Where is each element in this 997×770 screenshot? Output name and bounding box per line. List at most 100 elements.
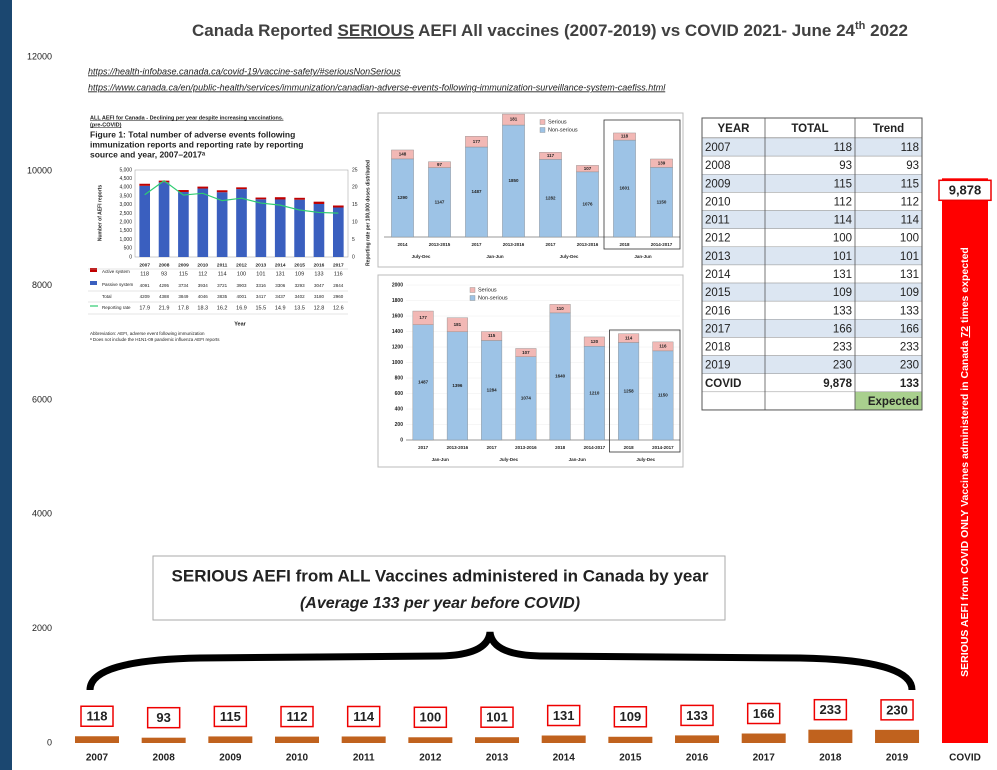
segment-label: 1487: [471, 189, 482, 194]
x-tick-label: 2012: [419, 753, 442, 764]
table-cell: 118: [901, 142, 919, 154]
table-cell: 2007: [705, 142, 731, 154]
y-tick-label: 600: [395, 391, 404, 397]
table-cell: 230: [833, 360, 852, 372]
segment-label: 1282: [545, 195, 556, 200]
group-label: Jan-Jun: [432, 457, 450, 462]
y-tick-label: 12000: [27, 51, 52, 61]
x-tick-label: 2018: [624, 445, 635, 450]
bar: [741, 733, 786, 743]
y-tick-label: 0: [400, 437, 403, 443]
link: https://www.canada.ca/en/public-health/s…: [88, 82, 666, 92]
segment-label: 1640: [555, 374, 566, 379]
table-row-bg: [701, 137, 923, 157]
bar-segment: [576, 165, 599, 173]
legend-key: [90, 281, 97, 285]
table-cell: 3849: [178, 294, 189, 299]
table-cell: 115: [834, 178, 852, 190]
table-cell: COVID: [705, 378, 741, 390]
x-tick-label: 2012: [236, 262, 247, 268]
table-cell: 116: [334, 271, 343, 277]
table-cell: 112: [901, 196, 919, 208]
legend-key: [469, 287, 476, 293]
segment-label: 97: [437, 162, 443, 167]
table-cell: 131: [833, 269, 852, 281]
table-cell: 3734: [178, 283, 189, 288]
table-cell: 4046: [198, 294, 209, 299]
segment-label: 177: [473, 139, 481, 144]
title-part: AEFI All vaccines (2007-2019) vs COVID 2…: [414, 21, 856, 40]
value-label: 93: [156, 710, 170, 725]
table-cell: 166: [833, 323, 852, 335]
segment-label: 148: [399, 152, 407, 157]
x-tick-label: 2017: [753, 753, 776, 764]
highlight-box: [609, 329, 681, 453]
bar-segment: [618, 333, 640, 343]
x-tick-label: 2014-2017: [651, 242, 673, 247]
segment-label: 118: [621, 134, 629, 139]
inset-title: Figure 1: Total number of adverse events…: [90, 129, 295, 139]
label-box: [746, 702, 781, 725]
bar-segment: [236, 189, 247, 257]
bar-segment: [255, 199, 267, 257]
table-row-bg: [701, 282, 923, 302]
table-cell: 3293: [295, 283, 306, 288]
table-cell: 118: [834, 142, 852, 154]
bar-segment: [650, 158, 673, 168]
bar-segment: [216, 192, 228, 257]
segment-label: 1076: [582, 202, 593, 207]
x-tick-label: 2017: [471, 242, 482, 247]
y-tick-label: 0: [47, 737, 52, 747]
row-label: Total: [102, 294, 112, 299]
x-tick-label: 2016: [314, 262, 325, 268]
table-cell: 3180: [314, 294, 325, 299]
bar: [475, 737, 520, 743]
table-row-bg: [701, 319, 923, 338]
footnote: ᵃ Does not include the H1N1-09 pandemic …: [90, 337, 220, 342]
segment-label: 1284: [487, 387, 498, 392]
table-cell: 4388: [159, 294, 170, 299]
row-label: Reporting rate: [102, 305, 131, 310]
table-cell: 16.2: [217, 305, 228, 311]
label-box: [813, 698, 848, 721]
y-axis-label: Number of AEFI reports: [97, 185, 103, 241]
table-cell: 230: [900, 360, 919, 372]
title-part: Canada Reported: [192, 21, 337, 40]
x-tick-label: 2014: [553, 753, 576, 764]
table-header: Trend: [873, 123, 904, 135]
y2-tick-label: 20: [352, 185, 358, 191]
highlight-box: [603, 119, 681, 250]
x-tick-label: 2017: [545, 242, 556, 247]
table-cell: 133: [833, 305, 852, 317]
x-tick-label: 2011: [353, 753, 375, 764]
value-label: 233: [820, 702, 842, 717]
label-box: [413, 706, 448, 729]
table-cell: 4295: [159, 283, 170, 288]
table-cell: 115: [179, 271, 188, 277]
footnote: Abbreviation: AEFI, adverse event follow…: [90, 331, 205, 336]
bar: [341, 736, 386, 743]
bar-segment: [465, 136, 488, 148]
table-cell: 3835: [217, 294, 228, 299]
legend-label: Non-serious: [478, 295, 508, 301]
y-tick-label: 6000: [32, 394, 52, 404]
bar-segment: [391, 149, 414, 160]
y-tick-label: 10000: [27, 166, 52, 176]
x-tick-label: 2007: [139, 262, 150, 268]
y2-tick-label: 0: [352, 254, 355, 260]
table-header: TOTAL: [791, 123, 828, 135]
x-tick-label: 2015: [619, 753, 642, 764]
x-tick-label: 2017: [418, 445, 429, 450]
y2-tick-label: 25: [352, 167, 358, 173]
x-tick-label: 2008: [153, 753, 176, 764]
legend-label: Non-serious: [548, 127, 578, 133]
segment-label: 139: [658, 160, 666, 165]
table-cell: 100: [900, 233, 919, 245]
value-label: 101: [486, 710, 508, 725]
bar: [808, 729, 853, 743]
table-cell: 2017: [705, 323, 731, 335]
bar-segment: [294, 199, 305, 257]
x-tick-label: 2013: [486, 753, 509, 764]
table-row-bg: [701, 155, 923, 175]
annotation-part: SERIOUS AEFI from COVID ONLY Vaccines ad…: [959, 338, 971, 677]
